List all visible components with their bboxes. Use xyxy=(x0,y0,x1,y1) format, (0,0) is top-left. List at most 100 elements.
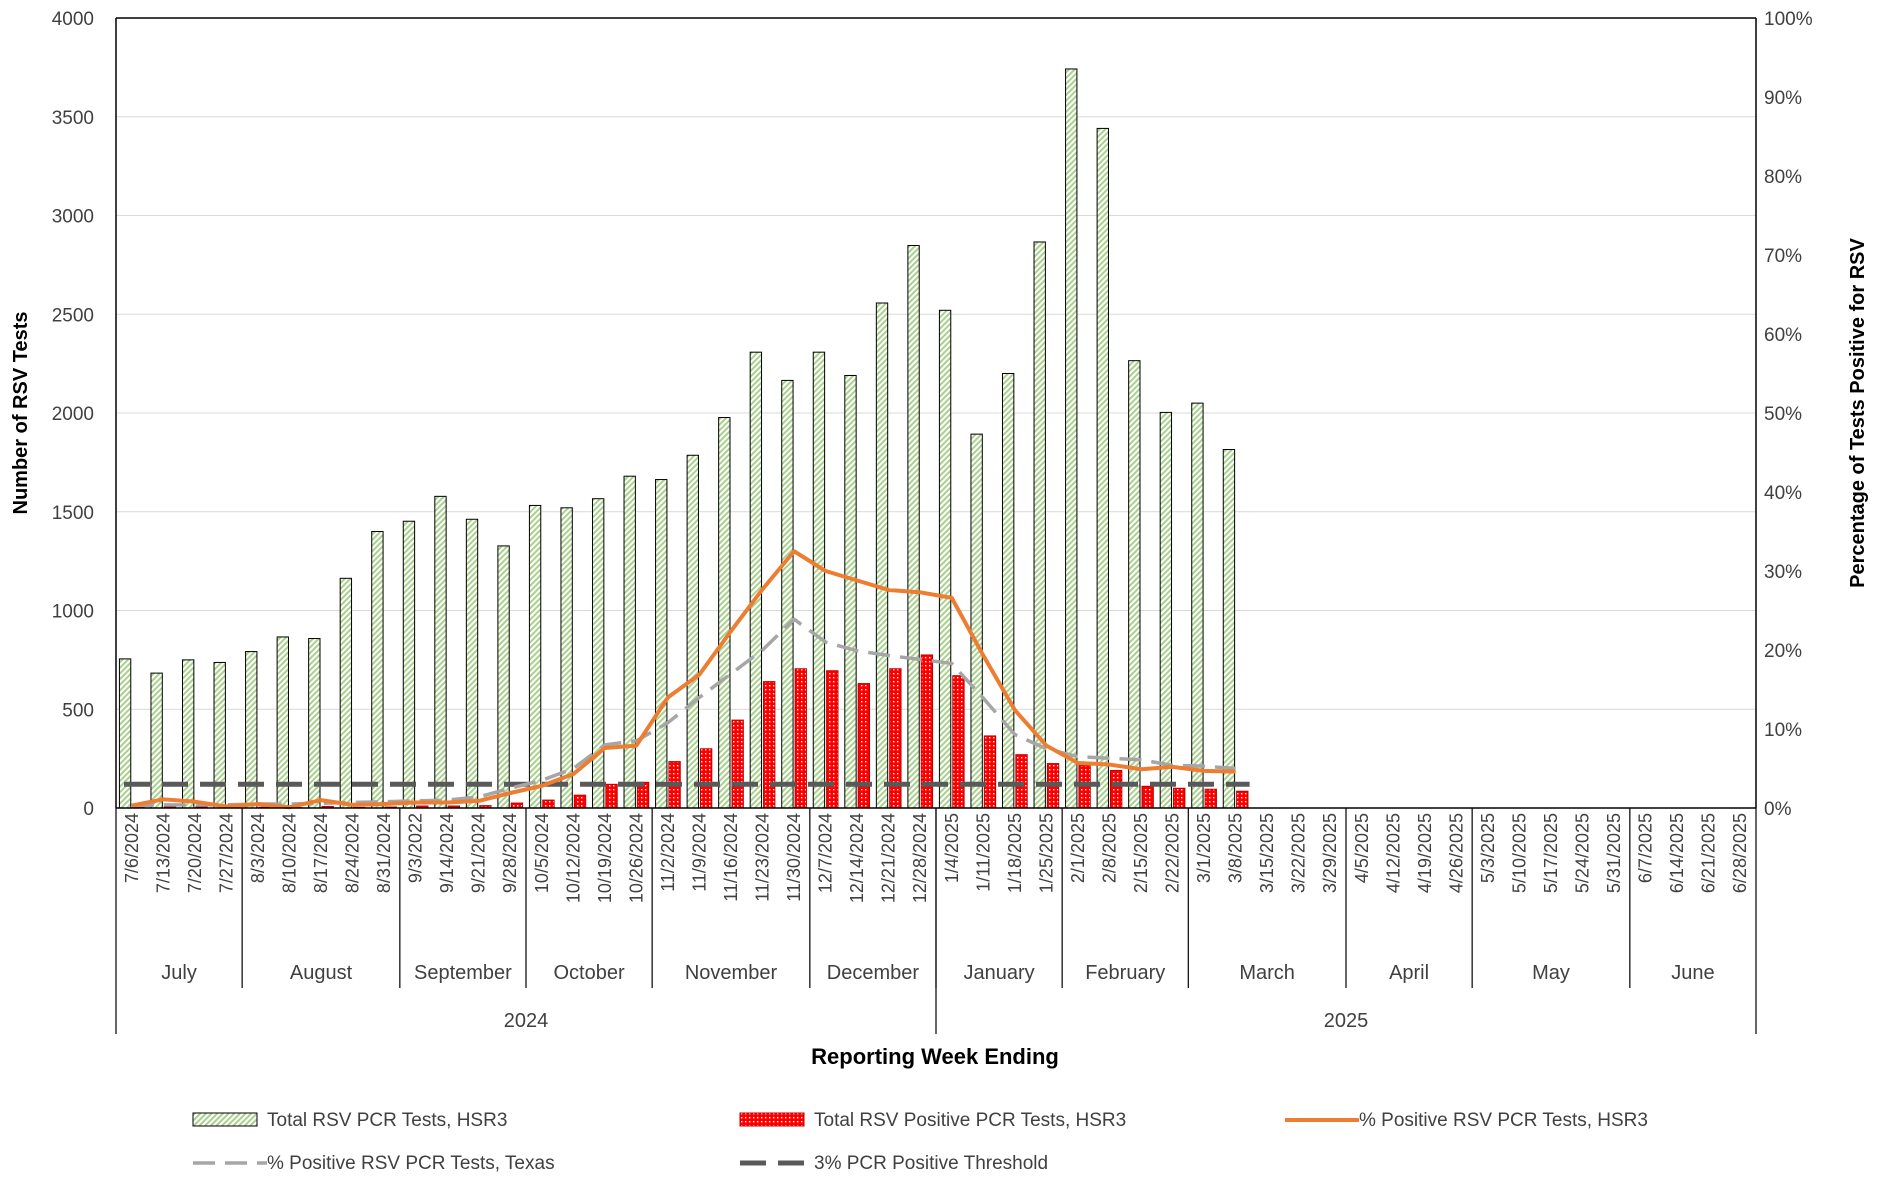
x-tick-label: 11/30/2024 xyxy=(784,813,804,902)
x-tick-label: 5/17/2025 xyxy=(1541,813,1561,893)
x-tick-label: 10/26/2024 xyxy=(626,813,646,903)
x-tick-label: 6/28/2025 xyxy=(1730,813,1750,893)
x-tick-label: 4/26/2025 xyxy=(1446,813,1466,893)
y-tick-label-left: 500 xyxy=(62,700,94,721)
month-label: March xyxy=(1239,962,1295,984)
legend-swatch xyxy=(740,1113,804,1126)
month-label: August xyxy=(290,962,353,984)
y-tick-label-right: 20% xyxy=(1764,641,1802,662)
y-tick-label-right: 90% xyxy=(1764,88,1802,109)
bar-total-tests xyxy=(340,578,351,808)
y-tick-label-left: 1500 xyxy=(52,503,94,524)
bar-positive-tests xyxy=(1174,788,1185,808)
y-tick-label-left: 2500 xyxy=(52,305,94,326)
bar-total-tests xyxy=(813,352,824,808)
bar-positive-tests xyxy=(1016,755,1027,808)
x-tick-label: 6/14/2025 xyxy=(1667,813,1687,893)
x-tick-label: 8/3/2024 xyxy=(248,813,268,883)
bar-positive-tests xyxy=(606,784,617,808)
y-axis-title-left: Number of RSV Tests xyxy=(10,312,32,515)
month-label: July xyxy=(161,962,197,984)
x-tick-label: 11/2/2024 xyxy=(658,813,678,892)
x-axis-title: Reporting Week Ending xyxy=(811,1044,1059,1069)
bar-total-tests xyxy=(529,505,540,808)
bar-total-tests xyxy=(1160,412,1171,808)
month-label: April xyxy=(1389,962,1429,984)
x-tick-label: 3/1/2025 xyxy=(1194,813,1214,883)
gridlines xyxy=(116,18,1756,709)
bar-total-tests xyxy=(1097,128,1108,808)
x-tick-label: 8/31/2024 xyxy=(374,813,394,893)
bar-total-tests xyxy=(624,476,635,808)
bar-total-tests xyxy=(908,246,919,808)
bar-positive-tests xyxy=(732,720,743,808)
bar-positive-tests xyxy=(984,736,995,808)
bar-total-tests xyxy=(1066,69,1077,808)
x-tick-label: 9/14/2024 xyxy=(437,813,457,893)
legend-label: Total RSV PCR Tests, HSR3 xyxy=(267,1110,507,1131)
bar-positive-tests xyxy=(795,669,806,808)
month-label: January xyxy=(963,962,1034,984)
y-tick-label-right: 80% xyxy=(1764,167,1802,188)
bar-total-tests xyxy=(687,455,698,808)
x-tick-label: 5/31/2025 xyxy=(1604,813,1624,893)
x-tick-label: 4/5/2025 xyxy=(1352,813,1372,883)
bar-total-tests xyxy=(403,521,414,808)
y-tick-label-left: 0 xyxy=(83,799,94,820)
y-tick-label-right: 100% xyxy=(1764,9,1813,30)
x-tick-label: 11/9/2024 xyxy=(689,813,709,892)
y-tick-label-left: 4000 xyxy=(52,9,94,30)
bar-total-tests xyxy=(1223,450,1234,808)
legend-label: % Positive RSV PCR Tests, Texas xyxy=(267,1153,555,1174)
x-tick-label: 12/7/2024 xyxy=(816,813,836,893)
y-tick-label-right: 50% xyxy=(1764,404,1802,425)
x-tick-label: 4/19/2025 xyxy=(1415,813,1435,893)
x-tick-label: 6/21/2025 xyxy=(1699,813,1719,893)
x-tick-label: 7/20/2024 xyxy=(185,813,205,893)
bar-total-tests xyxy=(656,480,667,808)
x-tick-label: 6/7/2025 xyxy=(1636,813,1656,883)
x-tick-label: 1/25/2025 xyxy=(1036,813,1056,893)
bar-positive-tests xyxy=(953,676,964,808)
bar-positive-tests xyxy=(543,800,554,808)
month-label: November xyxy=(685,962,778,984)
legend-label: Total RSV Positive PCR Tests, HSR3 xyxy=(814,1110,1126,1131)
bar-positive-tests xyxy=(890,669,901,808)
bar-total-tests xyxy=(592,499,603,808)
bar-positive-tests xyxy=(1205,789,1216,808)
x-tick-label: 10/12/2024 xyxy=(563,813,583,903)
month-label: September xyxy=(414,962,512,984)
y-tick-label-right: 0% xyxy=(1764,799,1792,820)
x-tick-label: 3/15/2025 xyxy=(1257,813,1277,893)
x-tick-label: 2/22/2025 xyxy=(1163,813,1183,893)
bar-positive-tests xyxy=(574,795,585,808)
x-tick-label: 11/16/2024 xyxy=(721,813,741,902)
y-tick-label-left: 3000 xyxy=(52,207,94,228)
x-tick-label: 12/14/2024 xyxy=(847,813,867,903)
month-label: December xyxy=(827,962,920,984)
bar-positive-tests xyxy=(1142,786,1153,808)
x-tick-label: 1/18/2025 xyxy=(1005,813,1025,893)
bar-positive-tests xyxy=(827,671,838,808)
bar-positive-tests xyxy=(1110,770,1121,808)
bar-total-tests xyxy=(939,310,950,808)
month-label: May xyxy=(1532,962,1570,984)
year-label: 2025 xyxy=(1324,1010,1369,1032)
bar-total-tests xyxy=(1129,361,1140,808)
bar-total-tests xyxy=(1034,242,1045,808)
x-tick-label: 3/29/2025 xyxy=(1320,813,1340,893)
x-tick-label: 10/19/2024 xyxy=(595,813,615,903)
legend-label: 3% PCR Positive Threshold xyxy=(814,1153,1048,1174)
x-tick-label: 3/22/2025 xyxy=(1289,813,1309,893)
x-tick-label: 7/27/2024 xyxy=(216,813,236,893)
bar-positive-tests xyxy=(1237,791,1248,808)
legend-label: % Positive RSV PCR Tests, HSR3 xyxy=(1359,1110,1648,1131)
y-tick-label-left: 1000 xyxy=(52,602,94,623)
month-label: June xyxy=(1671,962,1714,984)
bar-total-tests xyxy=(876,303,887,808)
x-tick-label: 12/28/2024 xyxy=(910,813,930,903)
x-tick-label: 7/13/2024 xyxy=(153,813,173,893)
x-tick-label: 3/8/2025 xyxy=(1226,813,1246,883)
